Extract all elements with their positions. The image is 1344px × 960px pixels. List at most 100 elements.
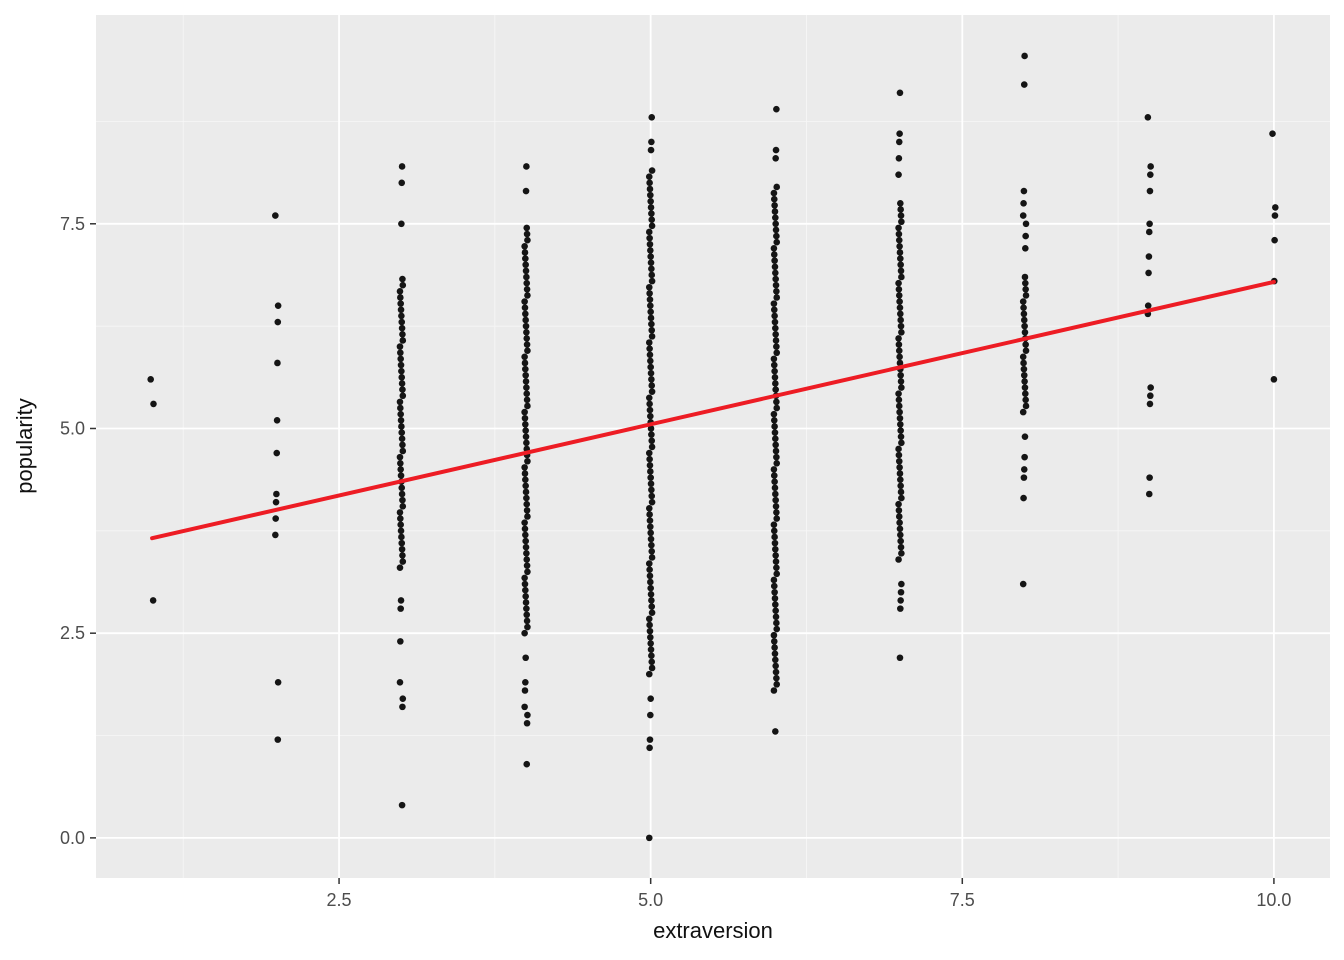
data-point	[647, 191, 654, 199]
data-point	[396, 679, 404, 686]
data-point	[522, 537, 529, 545]
data-point	[523, 224, 531, 232]
data-point	[521, 464, 528, 471]
data-point	[773, 404, 781, 412]
data-point	[524, 623, 531, 631]
data-point	[522, 543, 530, 551]
data-point	[770, 687, 778, 694]
data-point	[398, 490, 406, 498]
data-point	[895, 402, 903, 410]
data-point	[398, 179, 406, 187]
data-point	[398, 324, 406, 332]
data-point	[770, 416, 778, 424]
data-point	[773, 459, 781, 467]
data-point	[647, 646, 655, 653]
regression-line	[150, 279, 1276, 541]
data-point	[770, 410, 778, 418]
data-point	[647, 363, 654, 371]
data-point	[522, 427, 529, 434]
data-point	[648, 492, 656, 500]
data-point	[897, 206, 904, 213]
x-axis-title: extraversion	[653, 918, 773, 943]
data-point	[399, 703, 406, 711]
data-point	[772, 502, 780, 510]
data-point	[646, 566, 653, 574]
data-point	[396, 343, 404, 350]
data-point	[1022, 245, 1029, 252]
data-point	[1020, 365, 1028, 373]
data-point	[1019, 212, 1027, 219]
data-point	[645, 394, 653, 402]
data-point	[897, 371, 904, 379]
data-point	[1020, 466, 1028, 473]
data-point	[772, 668, 780, 676]
data-point	[898, 550, 905, 557]
data-point	[1022, 292, 1030, 299]
data-point	[523, 556, 531, 563]
data-point	[646, 351, 654, 359]
data-point	[648, 382, 656, 389]
data-point	[771, 533, 778, 541]
data-point	[1147, 171, 1154, 178]
data-point	[771, 429, 779, 436]
data-point	[773, 238, 781, 246]
data-point	[896, 298, 903, 305]
data-point	[648, 652, 655, 659]
data-point	[521, 687, 529, 694]
data-point	[1270, 376, 1278, 383]
data-point	[1022, 285, 1029, 293]
data-point	[645, 339, 653, 346]
data-point	[896, 654, 904, 662]
data-point	[897, 378, 905, 385]
data-point	[896, 470, 904, 477]
data-point	[399, 695, 407, 702]
data-point	[897, 537, 904, 545]
data-point	[521, 243, 528, 250]
data-point	[771, 367, 778, 375]
data-point	[1147, 384, 1154, 391]
data-point	[648, 333, 656, 340]
data-point	[398, 220, 405, 228]
data-point	[897, 588, 905, 596]
data-point	[397, 521, 404, 528]
data-point	[523, 390, 531, 397]
data-point	[522, 654, 529, 662]
data-point	[273, 449, 281, 457]
data-point	[647, 247, 654, 254]
data-point	[646, 400, 653, 408]
data-point	[770, 582, 778, 590]
data-point	[773, 674, 780, 682]
data-point	[772, 386, 779, 393]
data-point	[770, 361, 778, 369]
data-point	[770, 527, 778, 535]
data-point	[521, 703, 528, 711]
data-point	[522, 531, 529, 539]
data-point	[646, 455, 653, 463]
data-point	[398, 539, 406, 547]
data-point	[1022, 279, 1029, 287]
data-point	[648, 388, 656, 395]
data-point	[272, 531, 279, 539]
data-point	[1145, 490, 1153, 498]
data-point	[773, 343, 780, 350]
data-point	[896, 130, 903, 138]
data-point	[895, 341, 903, 348]
data-point	[524, 457, 531, 465]
data-point	[1020, 200, 1027, 207]
data-point	[647, 535, 655, 543]
data-point	[897, 267, 905, 275]
data-point	[1019, 353, 1027, 361]
data-point	[1147, 392, 1154, 400]
data-point	[521, 629, 528, 637]
data-point	[772, 331, 779, 338]
data-point	[647, 204, 655, 211]
data-point	[647, 146, 655, 154]
data-point	[896, 249, 904, 256]
data-point	[898, 328, 905, 336]
data-point	[521, 574, 528, 582]
data-point	[274, 302, 282, 309]
data-point	[771, 650, 779, 657]
data-point	[399, 392, 407, 400]
data-point	[397, 294, 404, 301]
data-point	[397, 361, 405, 369]
